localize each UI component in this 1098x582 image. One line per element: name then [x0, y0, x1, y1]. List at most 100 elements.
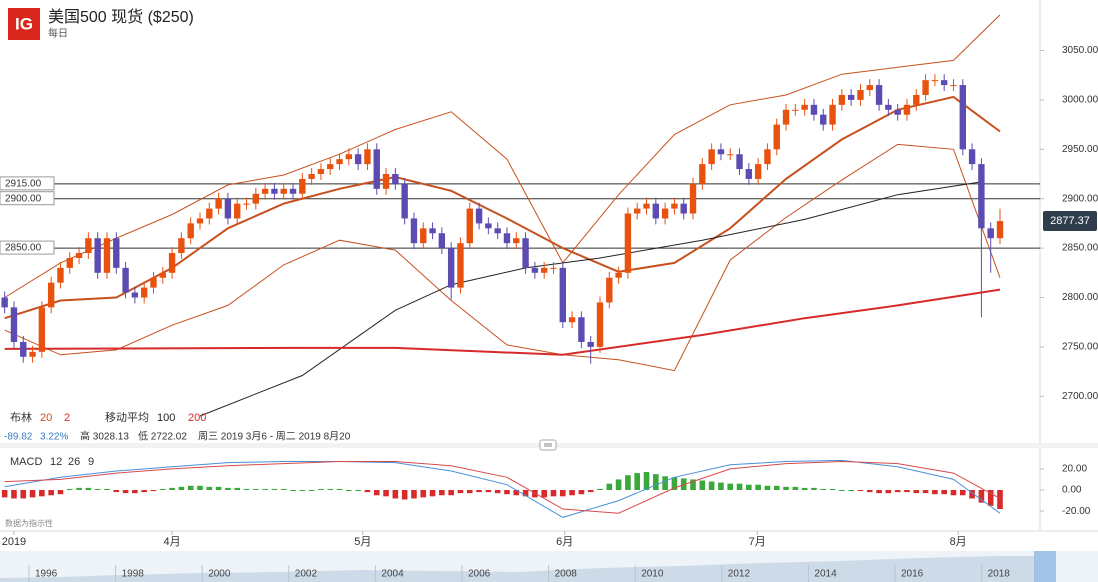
x-tick-label: 7月	[749, 536, 766, 548]
histogram-bar	[634, 473, 641, 490]
histogram-bar	[736, 483, 743, 490]
x-tick-label: 4月	[164, 536, 181, 548]
candle-body	[354, 154, 362, 165]
indicator-param: 2	[64, 412, 70, 424]
candle-body	[652, 203, 660, 219]
x-axis: 2019 4月 5月 6月 7月 8月	[2, 531, 967, 548]
candle-body	[922, 80, 929, 95]
candle-body	[336, 159, 343, 165]
navigator-label: 2016	[901, 569, 924, 580]
candle-body	[168, 253, 176, 273]
histogram-bar	[1, 490, 8, 498]
y-tick-label: -20.00	[1062, 506, 1091, 517]
candle-body	[224, 198, 232, 219]
level-label-box	[0, 191, 55, 206]
indicator-param: 100	[157, 412, 175, 424]
candle-body	[317, 169, 325, 174]
navigator-label: 2008	[555, 569, 578, 580]
candle-body	[20, 341, 27, 357]
histogram-bar	[373, 490, 380, 496]
candle-body	[773, 124, 780, 150]
histogram-bar	[792, 486, 799, 490]
candle-body	[820, 114, 827, 125]
histogram-bar	[215, 486, 222, 490]
candle-body	[1, 297, 8, 308]
candle-body	[131, 292, 139, 298]
candle-body	[717, 149, 725, 155]
histogram-bar	[969, 490, 975, 499]
candle-body	[150, 277, 157, 288]
candle-body	[38, 307, 46, 352]
change: -89.82	[4, 432, 33, 443]
candle-body	[754, 164, 762, 179]
histogram-bar	[234, 487, 241, 490]
histogram-bar	[653, 474, 659, 490]
histogram-bar	[178, 486, 185, 490]
histogram-bar	[159, 488, 166, 490]
histogram-bar	[39, 490, 45, 497]
histogram-bar	[950, 490, 957, 496]
histogram-bar	[401, 490, 408, 500]
histogram-bar	[783, 486, 789, 490]
navigator-label: 2000	[208, 569, 231, 580]
navigator-window[interactable]	[1034, 551, 1056, 582]
histogram-bar	[587, 490, 594, 493]
histogram-bar	[559, 490, 566, 497]
histogram-bar	[308, 490, 315, 491]
histogram-bar	[336, 488, 343, 490]
level-label: 2900.00	[5, 193, 42, 204]
candle-body	[838, 94, 846, 105]
candle-body	[196, 218, 204, 224]
histogram-bar	[66, 488, 73, 490]
histogram-bar	[141, 490, 147, 493]
histogram-bar	[829, 488, 836, 490]
candle-body	[252, 193, 260, 204]
y-tick-label: 2750.00	[1062, 342, 1098, 353]
histogram-bar	[662, 476, 668, 490]
candle-body	[234, 203, 241, 219]
histogram-bar	[318, 488, 324, 490]
histogram-bar	[513, 490, 520, 496]
navigator-label: 2014	[814, 569, 837, 580]
histogram-bar	[885, 490, 892, 494]
candle-body	[959, 85, 966, 150]
candle-body	[261, 188, 269, 194]
candle-body	[978, 164, 985, 229]
candle-body	[661, 208, 669, 219]
level-label: 2915.00	[5, 179, 42, 190]
level-label-box	[0, 240, 55, 255]
histogram-bar	[801, 487, 808, 490]
histogram-bar	[448, 490, 454, 496]
histogram-bar	[820, 488, 827, 490]
histogram-bar	[420, 490, 427, 498]
histogram-bar	[941, 490, 947, 495]
change-pct: 3.22%	[40, 432, 68, 443]
price-panel	[0, 14, 1040, 417]
histogram-bar	[206, 486, 213, 490]
y-tick-label: 3000.00	[1062, 95, 1098, 106]
candle-body	[699, 164, 706, 184]
candle-body	[364, 149, 371, 165]
histogram-bar	[550, 490, 557, 497]
x-tick-label: 8月	[950, 536, 967, 548]
panel-resize-handle[interactable]	[539, 439, 557, 451]
histogram-bar	[253, 488, 259, 490]
histogram-bar	[746, 484, 752, 490]
candle-body	[913, 94, 920, 105]
histogram-bar	[959, 490, 966, 496]
histogram-bar	[578, 490, 585, 495]
candle-body	[931, 80, 939, 82]
navigator-label: 2018	[988, 569, 1011, 580]
histogram-bar	[262, 488, 268, 490]
candle-body	[438, 233, 446, 249]
candle-body	[792, 109, 799, 111]
candle-body	[829, 104, 836, 125]
candle-body	[485, 223, 492, 229]
candle-body	[103, 238, 111, 273]
indicator-param: 20	[40, 412, 52, 424]
candle-body	[727, 154, 734, 156]
candle-body	[392, 174, 399, 184]
histogram-bar	[299, 490, 306, 491]
